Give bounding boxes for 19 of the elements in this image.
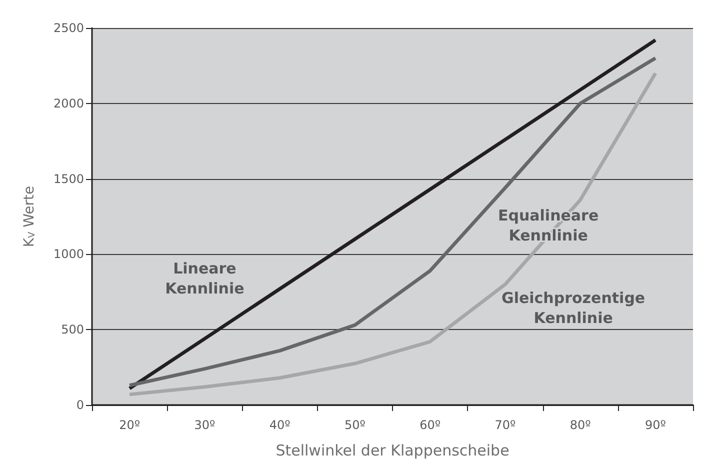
series-label: Gleichprozentige Kennlinie	[502, 288, 646, 327]
y-tick-label: 1000	[53, 247, 84, 262]
x-tick-label: 70º	[494, 418, 516, 432]
series-label: Lineare Kennlinie	[165, 260, 244, 298]
x-tick-label: 20º	[119, 418, 140, 432]
y-tick-label: 2000	[53, 96, 84, 110]
y-tick-label: 2500	[53, 21, 84, 35]
x-tick-label: 80º	[570, 418, 592, 432]
x-tick-label: 50º	[344, 418, 366, 432]
y-axis-title: KV Werte	[22, 186, 38, 248]
x-tick-label: 40º	[269, 418, 291, 432]
series-label: Equalineare Kennlinie	[498, 206, 599, 244]
y-tick-label: 500	[61, 322, 84, 337]
x-tick-label: 30º	[194, 418, 216, 432]
x-tick-label: 90º	[644, 418, 666, 432]
y-tick-label: 0	[76, 398, 84, 412]
x-axis-title: Stellwinkel der Klappenscheibe	[276, 442, 510, 460]
x-tick-label: 60º	[420, 418, 441, 432]
y-tick-label: 1500	[53, 172, 84, 186]
